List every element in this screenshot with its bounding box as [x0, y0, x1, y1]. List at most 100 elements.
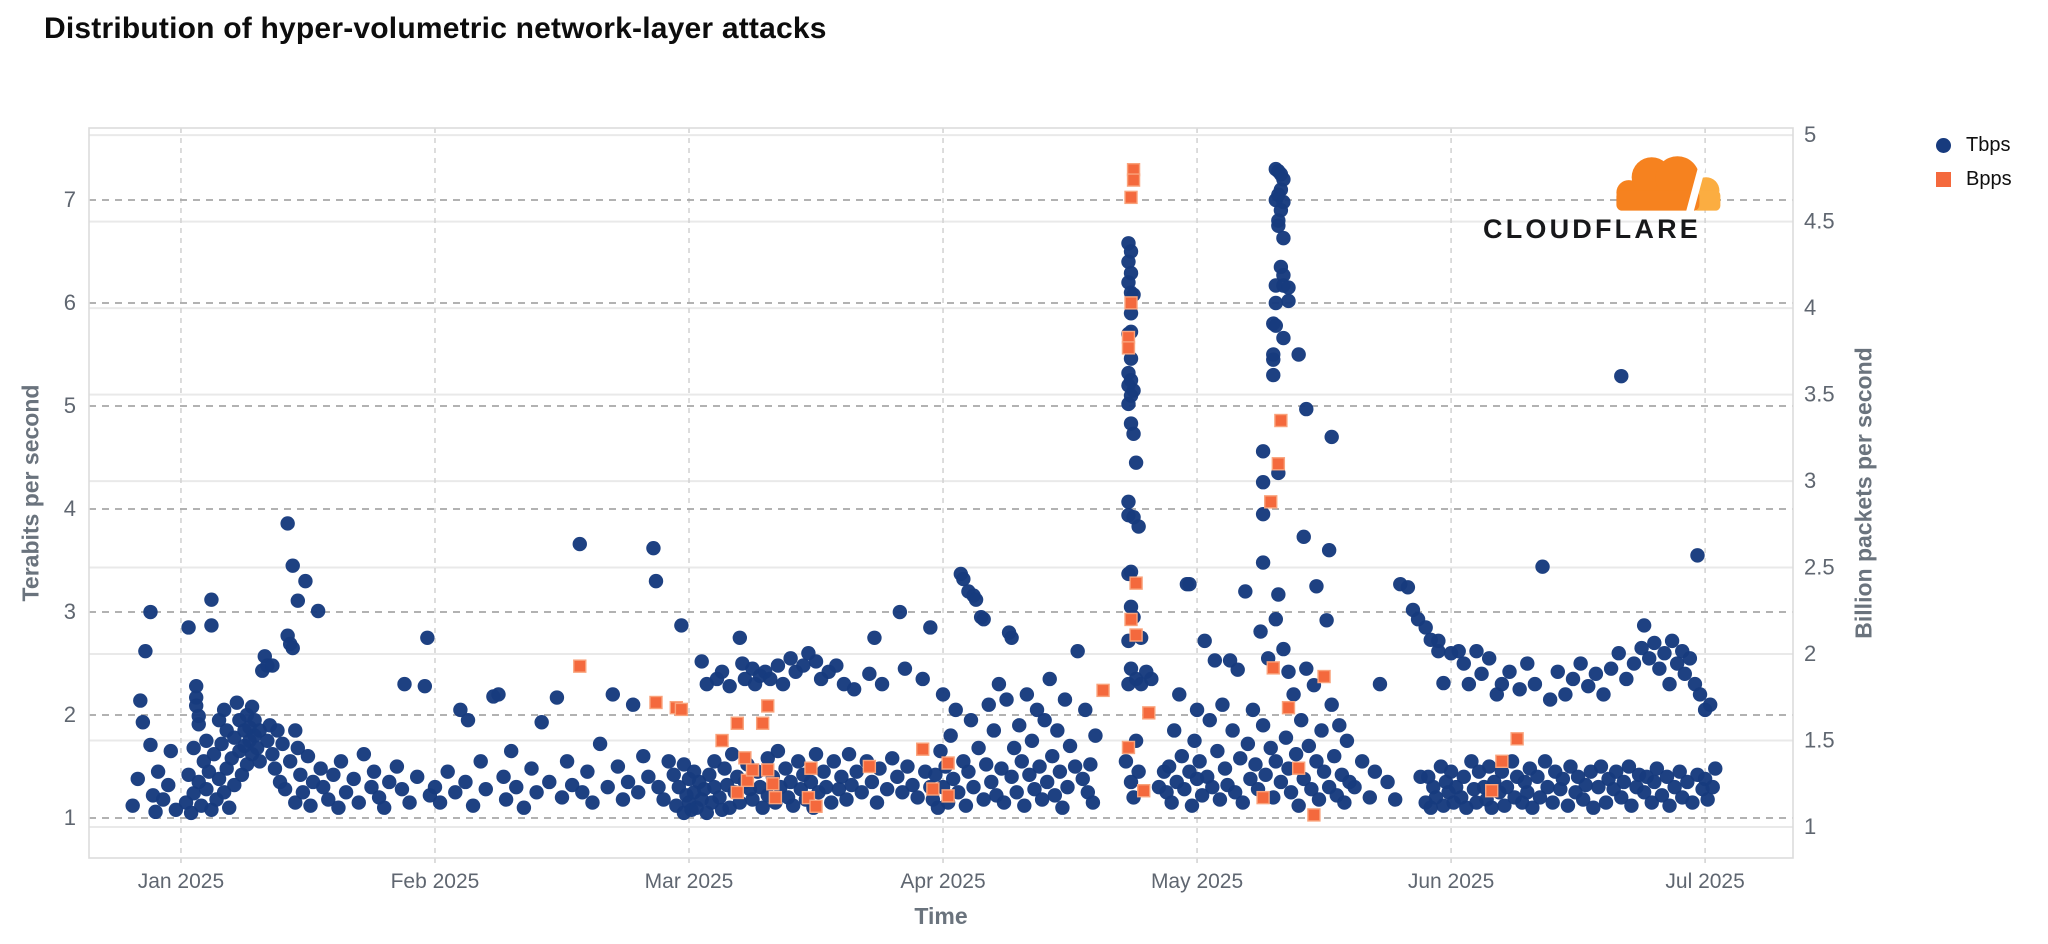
data-point-tbps: [1017, 798, 1032, 813]
data-point-bpps: [1096, 683, 1110, 698]
data-point-tbps: [1078, 702, 1093, 718]
data-point-tbps: [432, 795, 448, 810]
data-point-tbps: [1387, 792, 1403, 807]
data-point-tbps: [763, 671, 778, 687]
data-point-tbps: [1123, 774, 1139, 790]
data-point-tbps: [1027, 781, 1042, 797]
data-point-tbps: [1598, 795, 1614, 810]
data-point-tbps: [1258, 767, 1273, 782]
y-left-tick-label: 6: [64, 290, 76, 315]
data-point-tbps: [310, 603, 326, 619]
data-point-tbps: [1121, 676, 1136, 692]
data-point-tbps: [722, 678, 737, 694]
data-point-tbps: [996, 795, 1012, 810]
data-point-bpps: [1291, 761, 1306, 775]
data-point-tbps: [915, 671, 930, 687]
y-right-tick-label: 2.5: [1804, 555, 1835, 580]
data-point-tbps: [229, 695, 245, 710]
data-point-tbps: [1578, 777, 1593, 793]
data-point-tbps: [554, 790, 570, 805]
data-point-tbps: [1014, 754, 1029, 769]
data-point-tbps: [1525, 800, 1540, 815]
data-point-tbps: [1497, 798, 1512, 813]
data-point-tbps: [252, 754, 267, 769]
data-point-tbps: [1362, 790, 1377, 805]
data-point-tbps: [928, 767, 943, 782]
data-point-tbps: [1431, 643, 1446, 659]
data-point-tbps: [661, 754, 676, 769]
y-left-tick-label: 4: [64, 496, 76, 521]
data-point-tbps: [1327, 749, 1342, 764]
data-point-tbps: [333, 754, 349, 769]
data-point-tbps: [1339, 733, 1355, 748]
data-point-tbps: [1621, 759, 1637, 774]
data-point-tbps: [1520, 785, 1535, 800]
data-point-bpps: [862, 759, 877, 774]
data-point-bpps: [941, 756, 955, 770]
cloudflare-logo: CLOUDFLARE: [1483, 150, 1728, 245]
data-point-tbps: [183, 805, 199, 821]
data-point-tbps: [1642, 651, 1657, 666]
data-point-bpps: [1307, 808, 1321, 822]
data-point-tbps: [1227, 785, 1243, 800]
data-point-tbps: [191, 717, 206, 732]
data-point-tbps: [503, 743, 519, 759]
data-point-tbps: [1126, 426, 1141, 442]
data-point-tbps: [1202, 712, 1217, 728]
data-point-tbps: [244, 699, 260, 714]
data-point-tbps: [968, 592, 984, 607]
data-point-tbps: [575, 785, 590, 800]
data-point-tbps: [1502, 664, 1517, 679]
y-axis-right-title: Billion packets per second: [1850, 347, 1877, 639]
data-point-tbps: [1184, 798, 1200, 813]
legend-item-tbps[interactable]: Tbps: [1936, 134, 2012, 157]
data-point-tbps: [1469, 643, 1484, 659]
data-point-tbps: [846, 682, 862, 697]
data-point-tbps: [963, 712, 979, 728]
data-point-tbps: [1634, 640, 1649, 656]
data-point-tbps: [854, 785, 869, 800]
data-point-tbps: [961, 764, 976, 779]
data-point-tbps: [1682, 651, 1698, 666]
data-point-tbps: [206, 746, 222, 762]
data-point-bpps: [1129, 628, 1143, 642]
data-point-tbps: [745, 792, 760, 807]
data-point-tbps: [724, 746, 740, 762]
data-point-tbps: [1614, 790, 1629, 805]
data-point-tbps: [869, 795, 885, 810]
data-point-tbps: [277, 781, 293, 797]
data-point-tbps: [1009, 785, 1024, 800]
data-point-tbps: [1664, 633, 1680, 649]
data-point-tbps: [186, 740, 201, 756]
data-point-tbps: [933, 743, 948, 759]
data-point-tbps: [534, 715, 549, 730]
x-tick-label: Apr 2025: [900, 870, 985, 893]
data-point-tbps: [1573, 656, 1588, 671]
data-point-tbps: [1288, 746, 1304, 762]
data-point-tbps: [1255, 555, 1271, 570]
data-point-tbps: [303, 798, 318, 813]
data-point-tbps: [267, 761, 283, 776]
data-point-tbps: [1268, 295, 1284, 311]
data-point-tbps: [216, 702, 232, 718]
data-point-tbps: [841, 746, 857, 762]
legend-item-bpps[interactable]: Bpps: [1936, 168, 2012, 191]
data-point-tbps: [161, 777, 176, 793]
data-point-tbps: [1591, 779, 1606, 795]
data-point-tbps: [824, 795, 839, 810]
data-point-bpps: [1510, 732, 1524, 746]
data-point-tbps: [862, 666, 877, 682]
data-point-tbps: [958, 798, 974, 813]
data-point-tbps: [1174, 749, 1190, 764]
data-point-tbps: [249, 740, 265, 756]
data-point-tbps: [1319, 613, 1334, 628]
data-point-tbps: [674, 618, 689, 633]
data-point-bpps: [1137, 784, 1151, 798]
data-point-tbps: [1372, 676, 1388, 692]
data-point-bpps: [1121, 341, 1136, 355]
data-point-tbps: [1400, 580, 1416, 595]
data-point-tbps: [1189, 702, 1205, 718]
data-point-tbps: [1281, 293, 1296, 309]
data-point-tbps: [712, 790, 727, 805]
y-left-tick-label: 3: [64, 599, 76, 624]
